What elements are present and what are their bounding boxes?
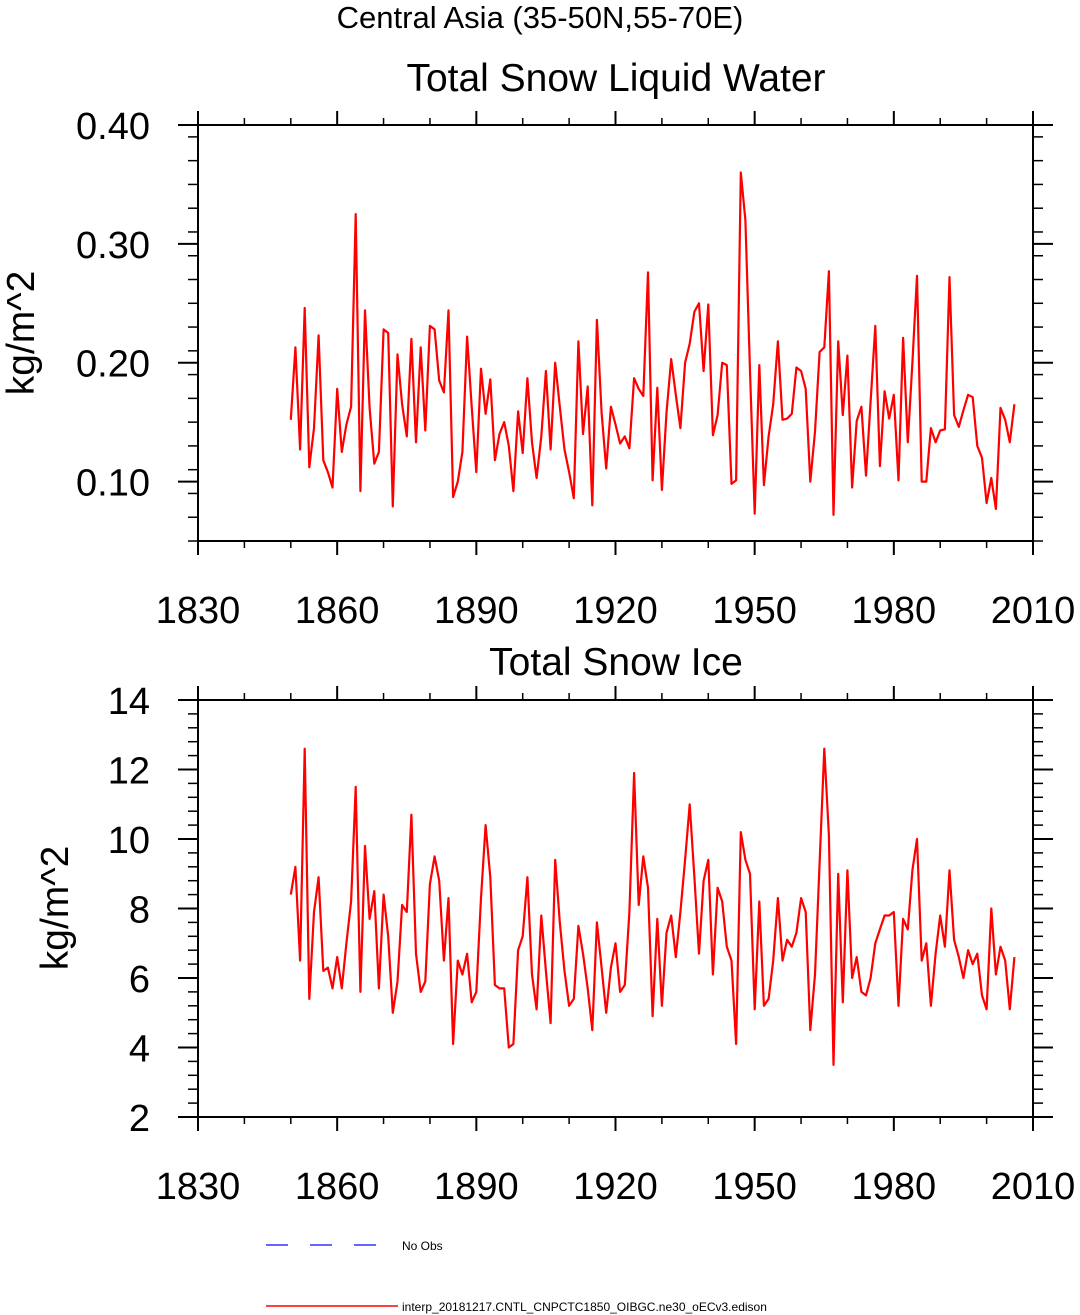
y-tick-label: 0.20 — [76, 344, 150, 386]
x-tick-label: 1950 — [712, 590, 797, 632]
x-tick-label: 1890 — [434, 1166, 519, 1208]
y-tick-label: 14 — [108, 681, 150, 723]
y-tick-label: 10 — [108, 820, 150, 862]
panel-1-xtick-labels: 1830 1860 1890 1920 1950 1980 2010 — [156, 590, 1076, 632]
panel-1-ylabel: kg/m^2 — [0, 271, 43, 396]
panel-1: Total Snow Liquid Water kg/m^2 0.100.200… — [0, 57, 1075, 632]
y-tick-label: 2 — [129, 1098, 150, 1140]
y-tick-label: 6 — [129, 959, 150, 1001]
x-tick-label: 1950 — [712, 1166, 797, 1208]
panel-2-ytick-labels: 2 4 6 8 10 12 14 — [108, 681, 150, 1140]
legend-no-obs-label: No Obs — [402, 1239, 443, 1253]
panel-2-title: Total Snow Ice — [489, 641, 743, 684]
x-tick-label: 2010 — [991, 590, 1076, 632]
y-tick-label: 0.40 — [76, 106, 150, 148]
x-tick-label: 1980 — [852, 1166, 937, 1208]
panel-2-ylabel: kg/m^2 — [34, 846, 77, 971]
panel-2-ticks — [178, 686, 1053, 1131]
x-tick-label: 1860 — [295, 590, 380, 632]
panel-1-title: Total Snow Liquid Water — [406, 57, 825, 100]
x-tick-label: 1980 — [852, 590, 937, 632]
x-tick-label: 1860 — [295, 1166, 380, 1208]
y-tick-label: 12 — [108, 751, 150, 793]
panel-1-ytick-labels: 0.10 0.20 0.30 0.40 — [76, 106, 150, 505]
x-tick-label: 1830 — [156, 1166, 241, 1208]
panel-2-frame — [197, 699, 1034, 1118]
y-tick-label: 4 — [129, 1029, 150, 1071]
y-tick-label: 0.30 — [76, 225, 150, 267]
legend-model-label: interp_20181217.CNTL_CNPCTC1850_OIBGC.ne… — [402, 1300, 767, 1314]
panel-2-series-line — [289, 747, 1016, 1067]
panel-1-series-line — [289, 171, 1016, 517]
figure-title: Central Asia (35-50N,55-70E) — [337, 0, 744, 35]
x-tick-label: 1920 — [573, 1166, 658, 1208]
panel-1-frame — [197, 124, 1034, 542]
x-tick-label: 1830 — [156, 590, 241, 632]
x-tick-label: 1890 — [434, 590, 519, 632]
y-tick-label: 8 — [129, 890, 150, 932]
y-tick-label: 0.10 — [76, 463, 150, 505]
panel-1-ticks — [178, 111, 1053, 555]
legend: No Obs interp_20181217.CNTL_CNPCTC1850_O… — [266, 1239, 767, 1314]
x-tick-label: 1920 — [573, 590, 658, 632]
panel-2: Total Snow Ice kg/m^2 2 4 6 8 10 12 14 1830 186… — [34, 641, 1075, 1208]
x-tick-label: 2010 — [991, 1166, 1076, 1208]
panel-2-xtick-labels: 1830 1860 1890 1920 1950 1980 2010 — [156, 1166, 1076, 1208]
